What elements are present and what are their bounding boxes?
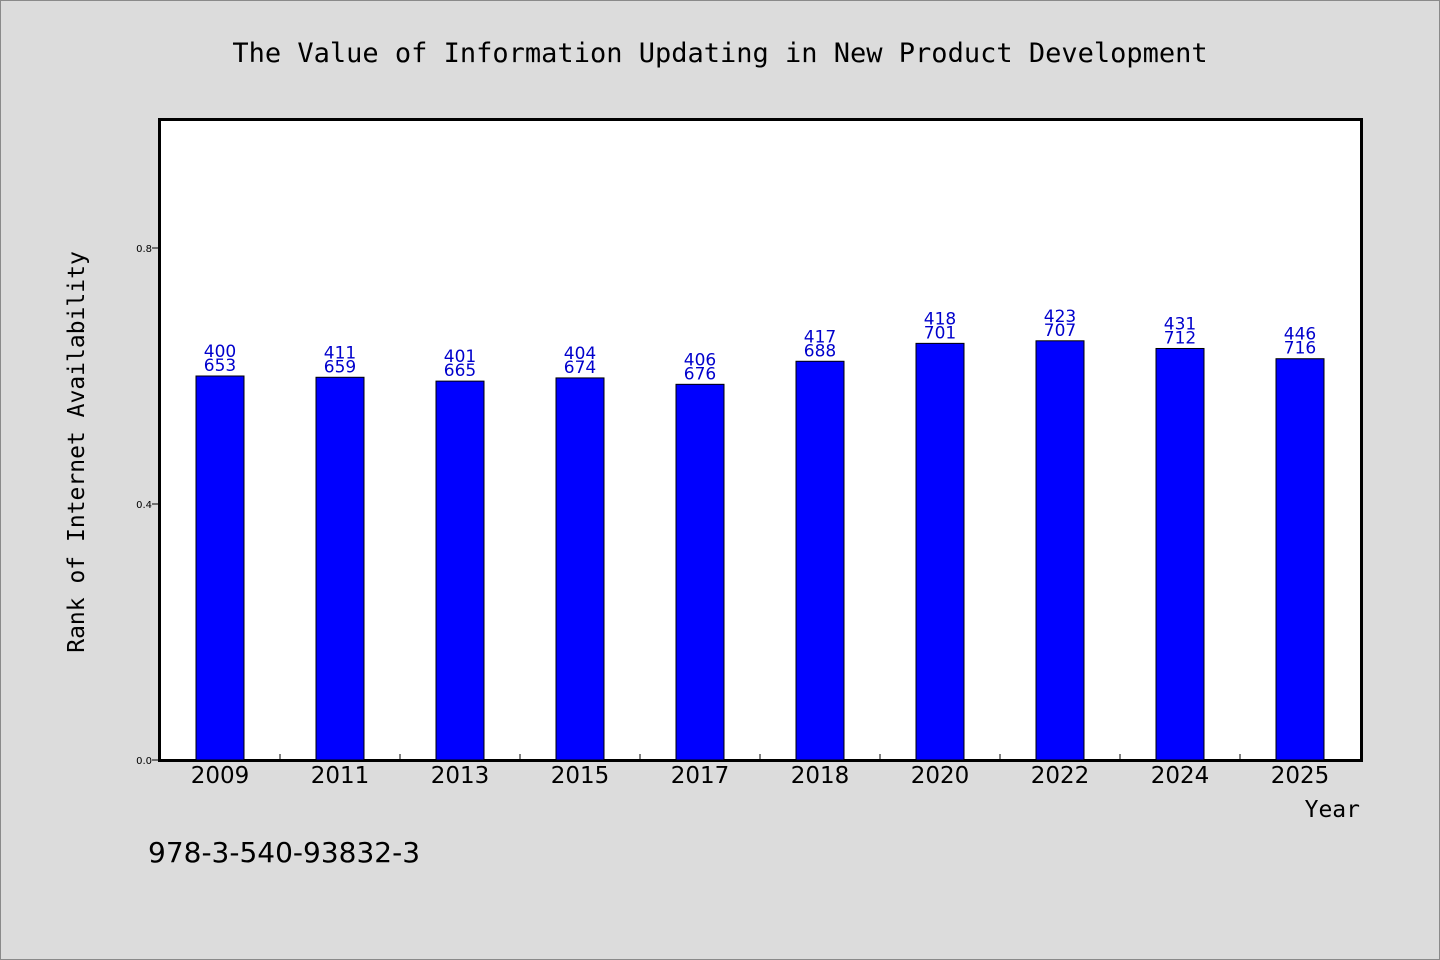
data-label-bottom: 665	[444, 361, 476, 381]
bar	[915, 342, 965, 761]
x-tick-label: 2013	[431, 763, 490, 789]
y-axis: 0.0 0.4 0.8	[136, 244, 160, 767]
bar	[1275, 358, 1325, 761]
bar	[1155, 347, 1205, 761]
chart-title: The Value of Information Updating in New…	[232, 38, 1207, 69]
x-tick-label: 2024	[1151, 763, 1210, 789]
data-label-bottom: 712	[1164, 328, 1196, 348]
bar	[555, 377, 605, 761]
data-label-top: 404	[564, 344, 596, 364]
x-tick-label: 2009	[191, 763, 250, 789]
footer-id: 978-3-540-93832-3	[148, 836, 420, 869]
data-label-top: 418	[924, 309, 956, 329]
bar	[195, 375, 245, 761]
data-label-bottom: 688	[804, 341, 836, 361]
y-tick-label: 0.0	[136, 756, 152, 767]
bar	[675, 383, 725, 761]
y-tick-label: 0.8	[136, 244, 152, 255]
data-label-bottom: 676	[684, 364, 716, 384]
x-tick-label: 2011	[311, 763, 370, 789]
data-label-top: 417	[804, 327, 836, 347]
data-label-bottom: 653	[204, 356, 236, 376]
data-label-top: 400	[204, 342, 236, 362]
bar	[1035, 340, 1085, 761]
bar	[795, 360, 845, 761]
y-tick-label: 0.4	[136, 500, 152, 511]
x-tick-label: 2025	[1271, 763, 1330, 789]
data-label-top: 423	[1044, 307, 1076, 327]
x-tick-label: 2022	[1031, 763, 1090, 789]
data-label-top: 446	[1284, 325, 1316, 345]
x-tick-label: 2018	[791, 763, 850, 789]
x-tick-label: 2020	[911, 763, 970, 789]
data-label-top: 406	[684, 350, 716, 370]
data-label-top: 411	[324, 343, 356, 363]
data-label-bottom: 716	[1284, 339, 1316, 359]
bar	[315, 376, 365, 761]
data-label-bottom: 674	[564, 358, 596, 378]
x-axis: 2009 2011 2013 2015 2017 2018 2020 2022 2024 2025	[191, 754, 1330, 789]
bar	[435, 380, 485, 761]
data-label-bottom: 707	[1044, 321, 1076, 341]
x-tick-label: 2017	[671, 763, 730, 789]
data-label-bottom: 701	[924, 323, 956, 343]
x-tick-label: 2015	[551, 763, 610, 789]
data-label-top: 431	[1164, 314, 1196, 334]
data-label-top: 401	[444, 347, 476, 367]
x-axis-label: Year	[1305, 797, 1360, 823]
data-label-bottom: 659	[324, 357, 356, 377]
y-axis-label: Rank of Internet Availability	[64, 251, 90, 653]
